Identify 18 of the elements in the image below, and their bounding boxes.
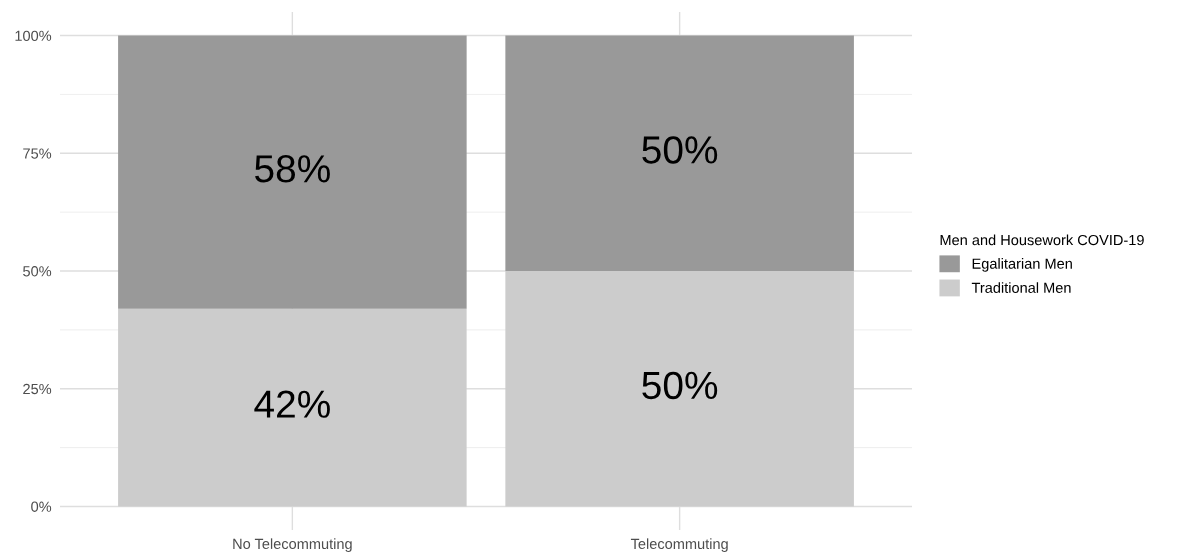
y-tick-label: 50% (23, 266, 52, 277)
legend-label: Traditional Men (971, 282, 1071, 293)
legend-label: Egalitarian Men (972, 258, 1072, 272)
legend-title: Men and Housework COVID-19 (940, 234, 1144, 246)
y-tick-label: 75% (23, 148, 52, 159)
bar (118, 35, 467, 309)
data-label: 50% (642, 136, 718, 164)
data-label: 58% (255, 155, 330, 183)
bar (505, 271, 854, 507)
bar (118, 308, 467, 507)
y-tick-label: 25% (23, 383, 52, 395)
x-tick-label: Telecommuting (630, 538, 728, 552)
y-tick-label: 0% (31, 501, 52, 512)
data-label: 42% (254, 390, 330, 418)
data-label: 50% (642, 371, 718, 400)
bar (505, 35, 854, 271)
x-tick-label: No Telecommuting (233, 538, 352, 552)
y-tick-label: 100% (15, 30, 52, 41)
